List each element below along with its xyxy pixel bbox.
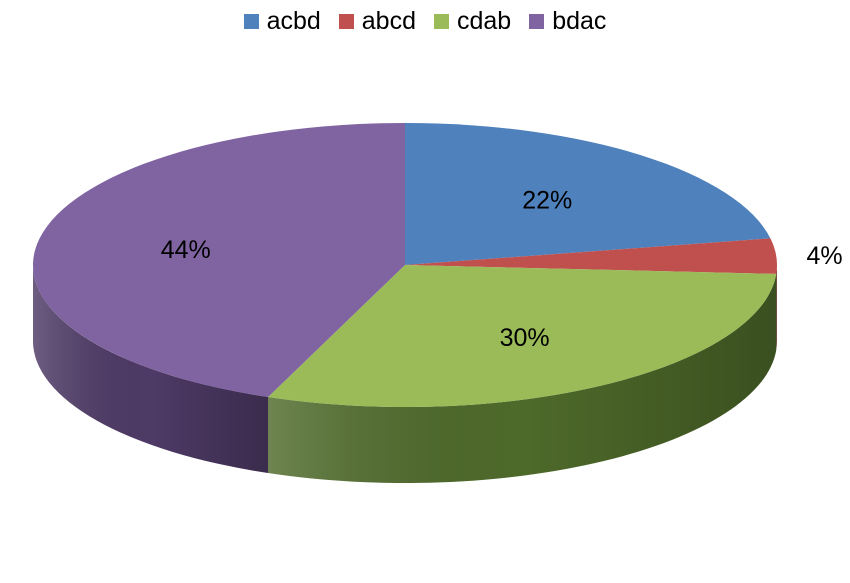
pie-slice-abcd xyxy=(405,238,777,274)
legend: acbd abcd cdab bdac xyxy=(0,4,850,38)
legend-label: bdac xyxy=(552,6,607,35)
legend-item-cdab: cdab xyxy=(434,6,512,35)
legend-swatch xyxy=(243,13,259,29)
legend-item-acbd: acbd xyxy=(243,6,321,35)
slice-label-cdab: 30% xyxy=(500,324,550,352)
pie-side-shade xyxy=(268,273,777,483)
slice-label-abcd: 4% xyxy=(806,242,842,270)
legend-item-abcd: abcd xyxy=(338,6,416,35)
slice-label-bdac: 44% xyxy=(161,236,211,264)
slice-label-acbd: 22% xyxy=(522,186,572,214)
pie-slice-bdac xyxy=(33,123,405,398)
pie-side-shade xyxy=(776,265,777,350)
pie-slice-acbd xyxy=(405,123,771,265)
legend-label: cdab xyxy=(457,6,512,35)
legend-swatch xyxy=(338,13,354,29)
legend-swatch xyxy=(529,13,545,29)
pie-slice-cdab xyxy=(268,265,777,407)
legend-swatch xyxy=(434,13,449,29)
legend-item-bdac: bdac xyxy=(529,6,607,35)
legend-label: acbd xyxy=(266,6,321,35)
slice-labels: 22% 4% 30% 44% xyxy=(161,186,843,352)
pie-sides xyxy=(33,265,777,483)
legend-label: abcd xyxy=(361,6,416,35)
pie-side-shade xyxy=(33,265,269,474)
pie-tops xyxy=(33,123,777,407)
